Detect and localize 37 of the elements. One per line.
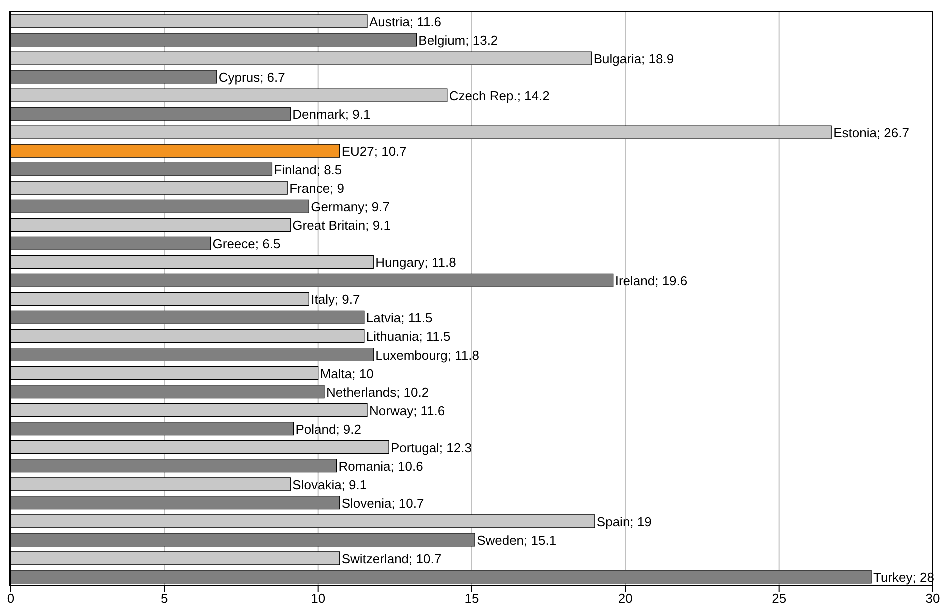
x-tick-label: 10 xyxy=(311,591,326,606)
data-label: Spain; 19 xyxy=(596,514,652,530)
data-label: Hungary; 11.8 xyxy=(376,255,456,270)
data-label: Lithuania; 11.5 xyxy=(366,329,451,344)
x-tick-label: 25 xyxy=(772,591,787,606)
data-label: Cyprus; 6.7 xyxy=(218,70,286,86)
x-tick-label: 30 xyxy=(926,591,940,606)
data-label: Greece; 6.5 xyxy=(212,236,281,252)
data-label: Austria; 11.6 xyxy=(370,14,442,30)
data-label: Switzerland; 10.7 xyxy=(342,551,442,566)
data-label: Romania; 10.6 xyxy=(338,458,424,474)
data-label: Germany; 9.7 xyxy=(311,200,390,215)
data-label: Sweden; 15.1 xyxy=(477,532,557,548)
data-label: Netherlands; 10.2 xyxy=(326,384,430,400)
data-label: Czech Rep.; 14.2 xyxy=(449,88,550,104)
data-label: Slovakia; 9.1 xyxy=(292,477,368,492)
data-label: France; 9 xyxy=(290,181,345,196)
x-tick-label: 0 xyxy=(7,591,15,606)
data-label: Bulgaria; 18.9 xyxy=(594,51,674,66)
data-label: Norway; 11.6 xyxy=(370,403,446,418)
data-label: Belgium; 13.2 xyxy=(418,32,498,48)
data-label: Ireland; 19.6 xyxy=(615,274,688,289)
data-label: Malta; 10 xyxy=(320,366,374,382)
data-label: Italy; 9.7 xyxy=(311,292,360,308)
data-label: EU27; 10.7 xyxy=(342,144,407,160)
data-label: Slovenia; 10.7 xyxy=(342,496,424,511)
data-label: Luxembourg; 11.8 xyxy=(376,348,480,363)
data-label: Poland; 9.2 xyxy=(296,422,362,437)
data-label: Denmark; 9.1 xyxy=(292,107,371,122)
x-tick-label: 15 xyxy=(464,591,480,606)
data-label: Portugal; 12.3 xyxy=(391,440,472,456)
x-tick-label: 20 xyxy=(618,591,633,606)
x-tick-label: 5 xyxy=(161,591,168,606)
data-label: Great Britain; 9.1 xyxy=(292,218,391,234)
data-label: Estonia; 26.7 xyxy=(834,126,910,141)
data-label: Finland; 8.5 xyxy=(274,162,342,178)
data-label: Latvia; 11.5 xyxy=(366,310,433,326)
